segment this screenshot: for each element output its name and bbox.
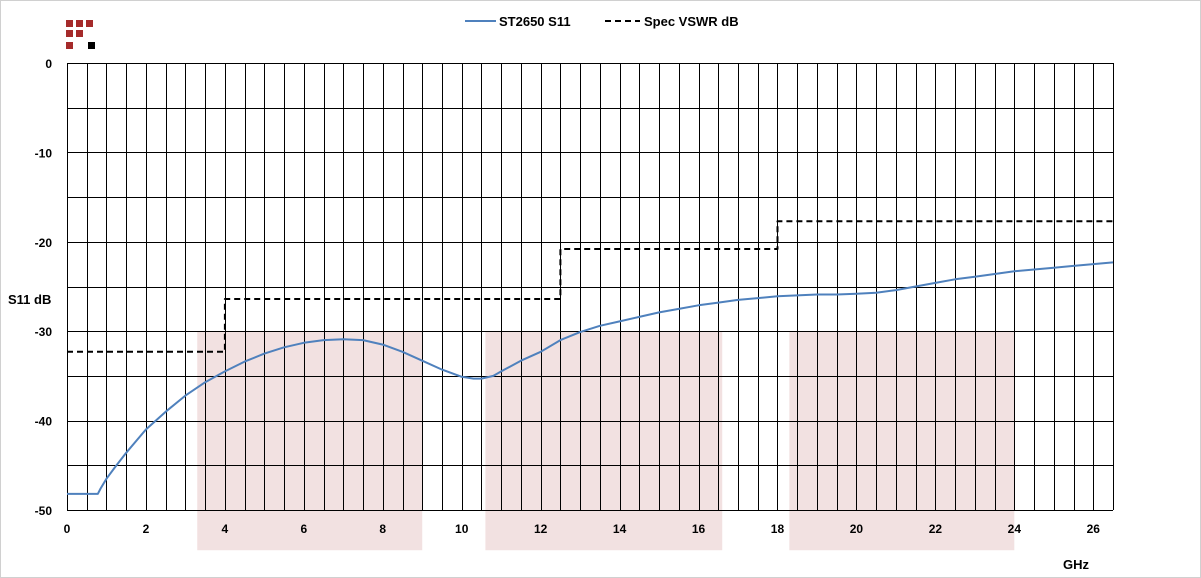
axis-tick-labels: 0 2 4 6 8 10 12 14 16 18 20 22 24 260-10-20-30-40-50 [35, 57, 1101, 536]
x-tick-label: 26 [1087, 522, 1101, 536]
shaded-band [485, 331, 723, 551]
x-tick-label: 24 [1008, 522, 1022, 536]
y-tick-label: -40 [35, 415, 53, 429]
x-tick-label: 8 [379, 522, 386, 536]
grid-lines [67, 63, 1114, 511]
legend-label-s11: ST2650 S11 [499, 14, 571, 29]
y-tick-label: -30 [35, 325, 53, 339]
x-tick-label: 10 [455, 522, 469, 536]
x-tick-label: 2 [143, 522, 150, 536]
plot-series [67, 220, 1114, 495]
x-tick-label: 0 [64, 522, 71, 536]
legend: ST2650 S11 Spec VSWR dB [465, 14, 739, 29]
x-tick-label: 4 [222, 522, 229, 536]
logo-square [76, 30, 83, 37]
logo-square [86, 20, 93, 27]
logo-square [66, 30, 73, 37]
x-tick-label: 6 [300, 522, 307, 536]
y-tick-label: 0 [45, 57, 52, 71]
shaded-bands [197, 331, 1015, 551]
x-tick-label: 16 [692, 522, 706, 536]
x-tick-label: 12 [534, 522, 548, 536]
logo-icon [66, 20, 95, 49]
y-tick-label: -50 [35, 504, 53, 518]
series-line-spec-vswr [67, 220, 1113, 353]
x-axis-label: GHz [1063, 557, 1090, 572]
x-tick-label: 22 [929, 522, 943, 536]
y-tick-label: -20 [35, 236, 53, 250]
shaded-band [789, 331, 1015, 551]
legend-label-spec: Spec VSWR dB [644, 14, 739, 29]
logo-square [88, 42, 95, 49]
x-tick-label: 14 [613, 522, 627, 536]
logo-square [66, 42, 73, 49]
logo-square [66, 20, 73, 27]
x-tick-label: 20 [850, 522, 864, 536]
x-tick-label: 18 [771, 522, 785, 536]
shaded-band [197, 331, 423, 551]
y-tick-label: -10 [35, 146, 53, 160]
logo-square [76, 20, 83, 27]
y-axis-label: S11 dB [8, 292, 51, 307]
series-line-st2650-s11 [67, 261, 1114, 495]
